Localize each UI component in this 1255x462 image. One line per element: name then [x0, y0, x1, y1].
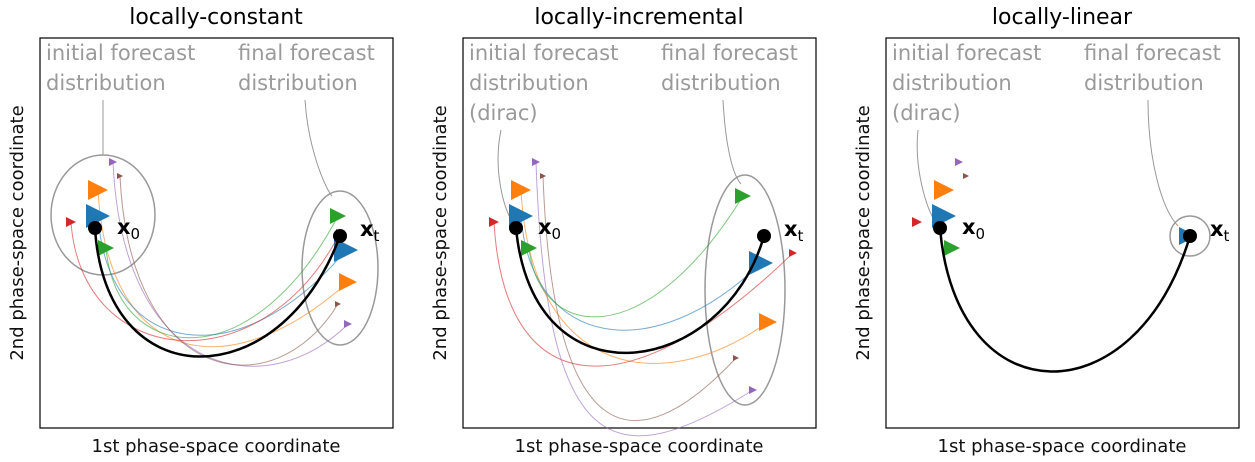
plot-frame: [462, 37, 817, 429]
marker-triangle: [511, 180, 531, 200]
marker-triangle: [98, 240, 114, 256]
marker-triangle: [963, 173, 969, 179]
initial-note: (dirac): [469, 101, 538, 125]
end-point: [1183, 229, 1197, 243]
trajectory: [493, 221, 794, 367]
initial-note: (dirac): [892, 101, 961, 125]
trajectory: [542, 175, 737, 421]
marker-triangle: [339, 273, 357, 291]
x-axis-label: 1st phase-space coordinate: [515, 436, 764, 457]
initial-note: initial forecast: [46, 41, 195, 65]
trajectory: [105, 215, 339, 339]
panel-title: locally-constant: [129, 5, 303, 30]
trajectory: [520, 189, 769, 364]
symbol: x: [538, 215, 552, 239]
end-point: [757, 229, 771, 243]
start-point: [509, 221, 523, 235]
panel: locally-linear 1st phase-space coordinate…: [853, 5, 1240, 457]
marker-triangle: [334, 238, 358, 262]
initial-note: initial forecast: [469, 41, 618, 65]
plot-frame: [885, 37, 1240, 429]
symbol: x: [360, 217, 374, 241]
marker-triangle: [733, 355, 739, 361]
panel: locally-constant 1st phase-space coordina…: [7, 5, 394, 457]
symbol: x: [117, 215, 131, 239]
marker-triangle: [117, 173, 123, 179]
mean-trajectory: [938, 227, 1192, 373]
subscript: t: [374, 227, 380, 245]
marker-triangle: [749, 251, 773, 275]
subscript: 0: [131, 225, 141, 243]
marker-triangle: [66, 217, 76, 227]
initial-note: initial forecast: [892, 41, 1041, 65]
final-note: final forecast: [1084, 41, 1221, 65]
subscript: 0: [976, 225, 986, 243]
marker-triangle: [489, 217, 499, 227]
end-label: xt: [784, 217, 804, 245]
marker-triangle: [88, 180, 108, 200]
leader-line: [304, 99, 333, 197]
y-axis-label: 2nd phase-space coordinate: [853, 105, 874, 360]
panel-title: locally-linear: [992, 5, 1133, 30]
start-point: [933, 221, 947, 235]
initial-note: distribution: [892, 71, 1012, 95]
marker-triangle: [749, 386, 757, 394]
subscript: t: [1224, 227, 1230, 245]
leader-line: [722, 99, 742, 185]
end-label: xt: [1210, 217, 1230, 245]
marker-triangle: [540, 173, 546, 179]
marker-triangle: [944, 240, 960, 256]
symbol: x: [784, 217, 798, 241]
panel: locally-incremental 1st phase-space coord…: [430, 5, 817, 457]
start-label: x0: [962, 215, 985, 243]
final-note: final forecast: [238, 41, 375, 65]
final-ellipse: [1169, 215, 1211, 257]
marker-triangle: [335, 301, 341, 307]
marker-triangle: [330, 208, 346, 224]
final-note: final forecast: [661, 41, 798, 65]
start-point: [88, 221, 102, 235]
symbol: x: [962, 215, 976, 239]
y-axis-label: 2nd phase-space coordinate: [7, 105, 28, 360]
trajectory: [528, 195, 744, 318]
final-note: distribution: [1084, 71, 1204, 95]
final-note: distribution: [238, 71, 358, 95]
leader-line: [1147, 99, 1179, 227]
marker-triangle: [934, 180, 954, 200]
marker-triangle: [532, 158, 540, 166]
mean-trajectory: [93, 227, 342, 358]
marker-triangle: [912, 217, 922, 227]
marker-triangle: [955, 158, 963, 166]
marker-triangle: [521, 240, 537, 256]
start-label: x0: [538, 215, 561, 243]
marker-triangle: [759, 313, 777, 331]
final-ellipse: [301, 190, 379, 346]
final-note: distribution: [661, 71, 781, 95]
marker-triangle: [344, 320, 352, 328]
trajectory: [535, 161, 754, 437]
subscript: t: [798, 227, 804, 245]
start-label: x0: [117, 215, 140, 243]
trajectory: [520, 215, 762, 331]
symbol: x: [1210, 217, 1224, 241]
marker-triangle: [735, 188, 751, 204]
plot-frame: [39, 37, 394, 429]
marker-triangle: [109, 158, 117, 166]
end-point: [333, 229, 347, 243]
trajectory: [119, 175, 339, 366]
panel-title: locally-incremental: [534, 5, 743, 30]
subscript: 0: [552, 225, 562, 243]
initial-note: distribution: [46, 71, 166, 95]
marker-triangle: [789, 249, 797, 257]
x-axis-label: 1st phase-space coordinate: [92, 436, 341, 457]
x-axis-label: 1st phase-space coordinate: [938, 436, 1187, 457]
final-ellipse: [704, 174, 786, 406]
mean-trajectory: [514, 227, 766, 355]
trajectory: [70, 221, 341, 342]
end-label: xt: [360, 217, 380, 245]
y-axis-label: 2nd phase-space coordinate: [430, 105, 451, 360]
initial-note: distribution: [469, 71, 589, 95]
